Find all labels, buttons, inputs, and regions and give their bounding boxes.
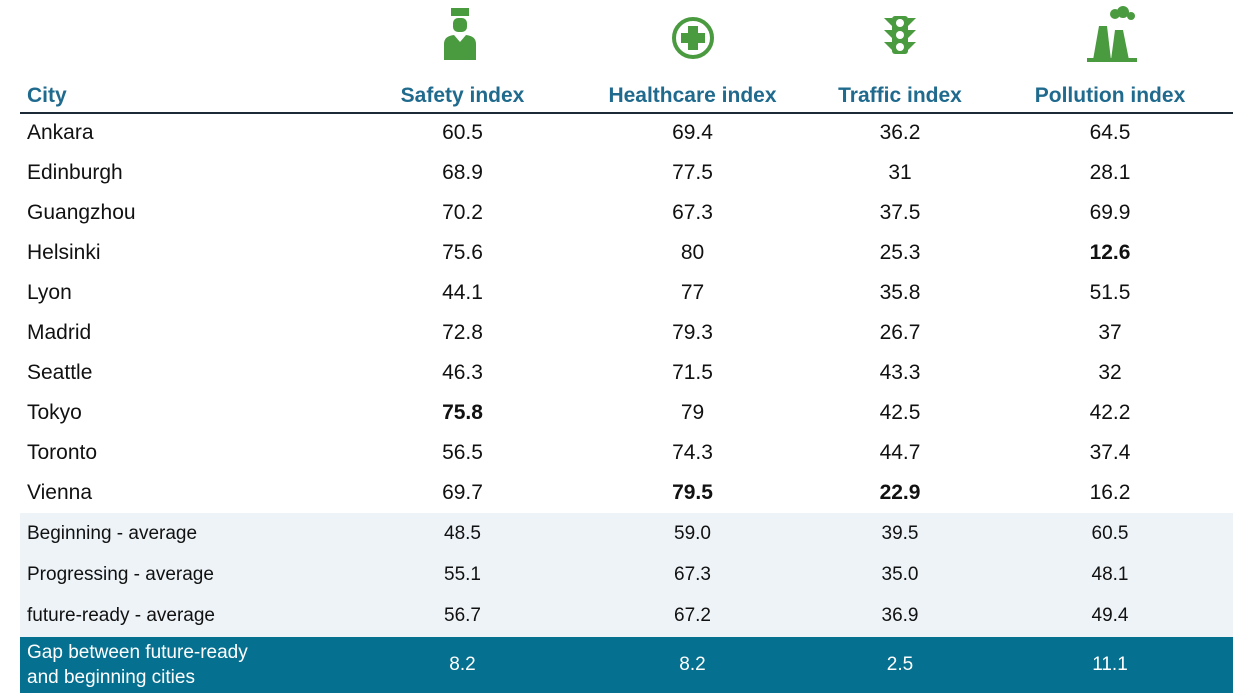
- value-cell: 22.9: [879, 481, 921, 504]
- average-value: 59.0: [674, 522, 711, 544]
- value-cell: 70.2: [442, 201, 483, 224]
- value-cell: 37.5: [879, 201, 921, 224]
- value-cell: 51.5: [1089, 281, 1131, 304]
- value-cell: 44.7: [879, 441, 921, 464]
- average-value: 55.1: [444, 563, 481, 585]
- header-cell: Healthcare index: [608, 84, 777, 107]
- value-cell: 71.5: [672, 361, 713, 384]
- value-cell: 64.5: [1089, 121, 1131, 144]
- value-cell: 77: [680, 281, 705, 304]
- value-cell: 46.3: [442, 361, 483, 384]
- value-cell: 56.5: [442, 441, 483, 464]
- value-cell: 28.1: [1089, 161, 1131, 184]
- gap-value: 8.2: [449, 654, 476, 675]
- city-name: Madrid: [27, 321, 92, 344]
- gap-value: 11.1: [1092, 654, 1128, 675]
- value-cell: 36.2: [879, 121, 921, 144]
- value-cell: 25.3: [879, 241, 921, 264]
- value-cell: 75.8: [442, 401, 483, 424]
- value-cell: 72.8: [442, 321, 483, 344]
- value-cell: 37.4: [1089, 441, 1131, 464]
- city-name: Seattle: [27, 361, 93, 384]
- average-value: 49.4: [1091, 605, 1129, 627]
- average-value: 67.3: [674, 563, 711, 585]
- value-cell: 77.5: [672, 161, 713, 184]
- value-cell: 74.3: [672, 441, 713, 464]
- value-cell: 12.6: [1089, 241, 1131, 264]
- average-label: future-ready - average: [27, 605, 215, 627]
- safety-icon: [444, 8, 476, 60]
- header-cell: Pollution index: [1034, 84, 1186, 107]
- value-cell: 68.9: [442, 161, 483, 184]
- gap-background: [20, 637, 1233, 693]
- gap-label-line: Gap between future-ready: [27, 642, 248, 663]
- header-cell: Traffic index: [838, 84, 962, 107]
- value-cell: 79: [680, 401, 705, 424]
- average-value: 48.1: [1091, 563, 1129, 585]
- header-rule: [20, 112, 1233, 114]
- value-cell: 80: [680, 241, 705, 264]
- value-cell: 43.3: [879, 361, 921, 384]
- average-value: 67.2: [674, 605, 711, 627]
- traffic-icon: [884, 16, 916, 54]
- value-cell: 16.2: [1089, 481, 1131, 504]
- value-cell: 75.6: [442, 241, 483, 264]
- gap-value: 2.5: [886, 654, 914, 675]
- value-cell: 26.7: [879, 321, 921, 344]
- value-cell: 31: [888, 161, 912, 184]
- header-cell: City: [27, 84, 67, 107]
- average-label: Beginning - average: [27, 522, 198, 544]
- value-cell: 79.3: [672, 321, 713, 344]
- value-cell: 69.7: [442, 481, 483, 504]
- city-name: Ankara: [27, 121, 94, 144]
- gap-label: Gap between future-ready and beginning ci…: [27, 637, 367, 693]
- city-name: Lyon: [27, 281, 72, 304]
- city-name: Edinburgh: [27, 161, 123, 184]
- value-cell: 35.8: [879, 281, 921, 304]
- average-label: Progressing - average: [27, 563, 214, 585]
- value-cell: 37: [1098, 321, 1122, 344]
- value-cell: 42.2: [1089, 401, 1131, 424]
- value-cell: 32: [1098, 361, 1122, 384]
- averages-background: [20, 513, 1233, 637]
- average-value: 39.5: [881, 522, 919, 544]
- city-name: Toronto: [27, 441, 98, 464]
- gap-label-line: and beginning cities: [27, 667, 195, 688]
- city-name: Helsinki: [27, 241, 101, 264]
- average-value: 60.5: [1091, 522, 1129, 544]
- city-name: Tokyo: [27, 401, 82, 424]
- value-cell: 69.4: [672, 121, 713, 144]
- average-value: 48.5: [444, 522, 481, 544]
- healthcare-icon: [672, 17, 714, 59]
- value-cell: 42.5: [879, 401, 921, 424]
- value-cell: 79.5: [672, 481, 713, 504]
- header-cell: Safety index: [400, 84, 525, 107]
- value-cell: 67.3: [672, 201, 713, 224]
- value-cell: 69.9: [1089, 201, 1131, 224]
- average-value: 35.0: [881, 563, 919, 585]
- pollution-icon: [1087, 6, 1137, 62]
- value-cell: 44.1: [442, 281, 483, 304]
- city-name: Guangzhou: [27, 201, 136, 224]
- city-name: Vienna: [27, 481, 93, 504]
- average-value: 56.7: [444, 605, 481, 627]
- value-cell: 60.5: [442, 121, 483, 144]
- average-value: 36.9: [881, 605, 919, 627]
- gap-value: 8.2: [679, 654, 706, 675]
